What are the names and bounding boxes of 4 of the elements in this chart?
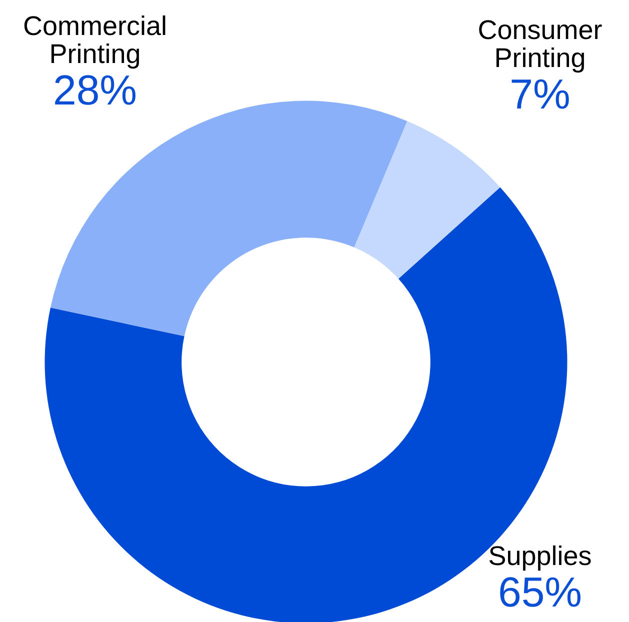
slice-label: Supplies	[488, 541, 592, 571]
data-label: 7%	[510, 70, 570, 118]
slice-label: Consumer Printing	[478, 15, 602, 73]
slice-label: Commercial Printing	[22, 11, 168, 69]
